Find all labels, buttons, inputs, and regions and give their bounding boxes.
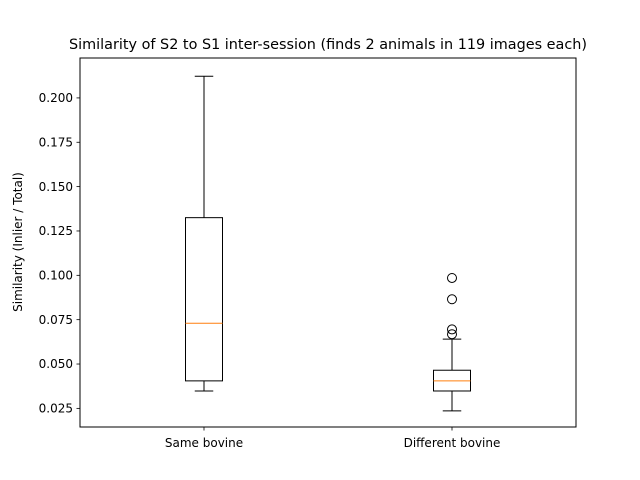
y-tick-label: 0.150 xyxy=(39,180,73,194)
outlier-point xyxy=(447,324,457,335)
y-tick-label: 0.100 xyxy=(39,269,73,283)
box xyxy=(185,217,223,382)
y-tick-label: 0.025 xyxy=(39,402,73,416)
outlier-point xyxy=(447,294,457,305)
chart-title: Similarity of S2 to S1 inter-session (fi… xyxy=(69,37,587,53)
x-tick-label: Same bovine xyxy=(165,436,243,450)
axes-frame xyxy=(79,57,577,428)
y-tick-label: 0.075 xyxy=(39,313,73,327)
plot-area: 0.025 0.050 0.075 0.100 0.125 0.150 0.175 0.200… xyxy=(39,75,501,450)
outlier-point xyxy=(447,329,457,340)
y-tick-label: 0.125 xyxy=(39,224,73,238)
y-tick-label: 0.200 xyxy=(39,91,73,105)
outlier-point xyxy=(447,272,457,283)
x-tick-label: Different bovine xyxy=(404,436,501,450)
y-tick-label: 0.175 xyxy=(39,135,73,149)
y-axis-label: Similarity (Inlier / Total) xyxy=(11,172,25,312)
y-tick-label: 0.050 xyxy=(39,357,73,371)
